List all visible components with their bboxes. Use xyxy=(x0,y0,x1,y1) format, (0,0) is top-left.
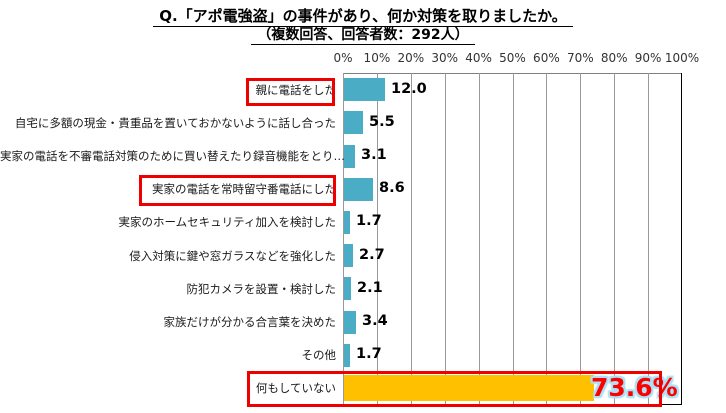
category-label: 実家の電話を常時留守番電話にした xyxy=(152,182,336,196)
axis-tick-label: 20% xyxy=(397,51,425,65)
chart-subtitle: （複数回答、回答者数：292人） xyxy=(0,24,726,45)
plot-right-border xyxy=(681,73,682,405)
category-label: 実家の電話を不審電話対策のために買い替えたり録音機能をとり… xyxy=(0,149,345,163)
axis-tick-label: 30% xyxy=(431,51,459,65)
gridline xyxy=(445,73,446,405)
gridline xyxy=(614,73,615,405)
bar xyxy=(344,375,594,401)
value-label: 3.4 xyxy=(362,313,388,329)
value-label: 12.0 xyxy=(391,81,427,97)
bar xyxy=(344,78,385,101)
plot-area xyxy=(343,73,682,405)
bar xyxy=(344,244,353,267)
axis-tick-label: 80% xyxy=(600,51,628,65)
gridline xyxy=(648,73,649,405)
gridline xyxy=(580,73,581,405)
gridline xyxy=(479,73,480,405)
chart-title: Q.「アポ電強盗」の事件があり、何か対策を取りましたか。 xyxy=(0,5,726,27)
gridline xyxy=(513,73,514,405)
axis-tick-label: 40% xyxy=(465,51,492,65)
category-label: 侵入対策に鍵や窓ガラスなどを強化した xyxy=(129,249,336,263)
gridline xyxy=(343,73,344,405)
axis-tick-label: 90% xyxy=(634,51,662,65)
value-label: 8.6 xyxy=(379,180,405,196)
axis-tick-label: 70% xyxy=(566,51,594,65)
highlight-box xyxy=(246,78,335,106)
value-label: 3.1 xyxy=(361,147,387,163)
axis-tick-label: 60% xyxy=(533,51,560,65)
value-label: 5.5 xyxy=(369,114,395,130)
category-label: 家族だけが分かる合言葉を決めた xyxy=(163,315,337,329)
category-label: 防犯カメラを設置・検討した xyxy=(186,282,337,296)
value-label: 2.1 xyxy=(357,280,383,296)
value-label: 1.7 xyxy=(356,213,382,229)
final-value-label: 73.6% xyxy=(591,373,678,402)
bar xyxy=(344,344,350,367)
category-label: 実家のホームセキュリティ加入を検討した xyxy=(118,215,336,229)
category-label: その他 xyxy=(301,348,337,362)
highlight-box xyxy=(247,371,662,407)
bar xyxy=(344,111,363,134)
axis-tick-label: 0% xyxy=(333,51,353,65)
category-label: 自宅に多額の現金・貴重品を置いておかないように話し合った xyxy=(14,116,336,130)
axis-tick-label: 10% xyxy=(363,51,391,65)
value-label: 2.7 xyxy=(359,247,385,263)
bar xyxy=(344,277,351,300)
gridline xyxy=(377,73,378,405)
bar xyxy=(344,145,355,168)
axis-tick-label: 100% xyxy=(664,51,700,65)
gridline xyxy=(411,73,412,405)
axis-line xyxy=(343,73,682,74)
value-label: 1.7 xyxy=(356,346,382,362)
category-label: 親に電話をした xyxy=(255,83,337,97)
bar xyxy=(344,311,356,334)
axis-tick-label: 50% xyxy=(499,51,526,65)
bar xyxy=(344,178,373,201)
highlight-box xyxy=(139,175,336,206)
category-label: 何もしていない xyxy=(255,381,336,395)
bar xyxy=(344,211,350,234)
gridline xyxy=(546,73,547,405)
